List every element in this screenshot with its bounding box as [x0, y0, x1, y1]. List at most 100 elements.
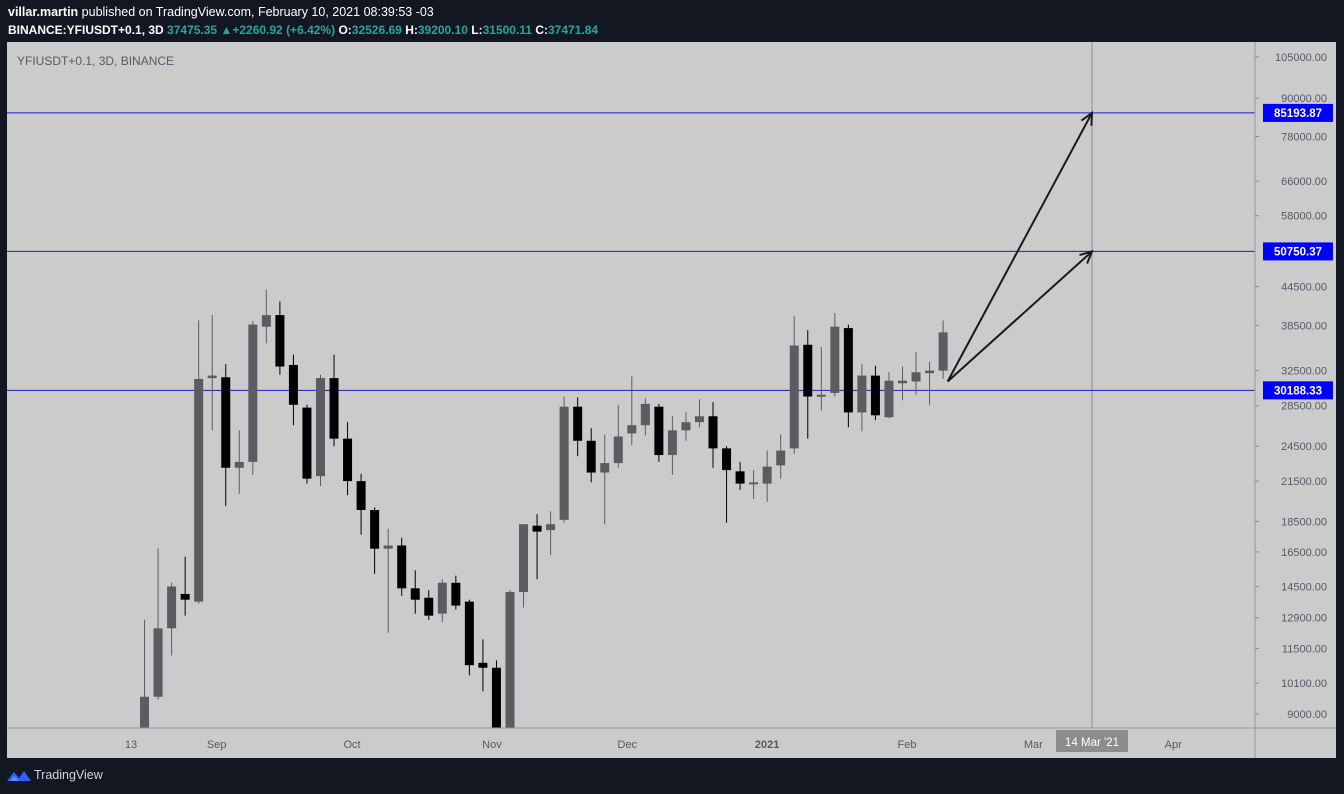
candle	[248, 321, 258, 475]
low-value: 31500.11	[482, 23, 532, 37]
candle	[153, 548, 163, 700]
price-label-text: 50750.37	[1274, 246, 1322, 258]
y-tick-label: 66000.00	[1281, 176, 1327, 188]
candle	[830, 313, 840, 397]
candle	[329, 354, 339, 447]
candle-body	[302, 407, 312, 479]
candle	[627, 376, 637, 446]
open-value: 32526.69	[351, 23, 402, 37]
candle-body	[654, 406, 664, 456]
candle	[532, 514, 542, 580]
price-label-badge	[1263, 381, 1333, 400]
candle-body	[519, 524, 529, 593]
candle	[789, 316, 799, 454]
candle	[857, 364, 867, 432]
chart-area[interactable]: 105000.00 90000.00 78000.00 66000.00 58000.0…	[7, 42, 1336, 758]
candle-body	[708, 416, 718, 449]
x-tick-label: 13	[125, 739, 137, 751]
time-marker-badge	[1056, 730, 1128, 752]
high-key: H:	[405, 23, 418, 37]
candle-body	[735, 471, 745, 484]
candle	[843, 324, 853, 428]
candle	[505, 590, 515, 728]
y-tick-label: 105000.00	[1275, 52, 1327, 64]
candle-body	[762, 466, 772, 484]
x-tick-label: Oct	[344, 739, 361, 751]
candle-body	[938, 332, 948, 371]
arrows-layer	[946, 110, 1094, 383]
candle-body	[234, 461, 244, 468]
candle-body	[870, 375, 880, 416]
y-tick-label: 9000.00	[1287, 709, 1327, 721]
candle	[424, 590, 434, 620]
candle	[640, 398, 650, 436]
candle-body	[451, 582, 461, 606]
chart-legend: YFIUSDT+0.1, 3D, BINANCE	[17, 54, 175, 68]
candle	[315, 374, 325, 487]
candle	[167, 582, 177, 656]
candles-layer	[140, 289, 948, 728]
arrow-head	[1080, 110, 1094, 126]
candle	[694, 399, 704, 428]
tradingview-logo-icon[interactable]	[7, 768, 31, 784]
candle	[884, 372, 894, 419]
y-tick-label: 14500.00	[1281, 581, 1327, 593]
price-label-badge	[1263, 103, 1333, 122]
close-key: C:	[535, 23, 548, 37]
y-tick-label: 44500.00	[1281, 282, 1327, 294]
candle	[356, 473, 366, 535]
candle-body	[843, 328, 853, 413]
candle	[275, 301, 285, 375]
candle-body	[681, 422, 691, 431]
candle	[613, 404, 623, 468]
candle-body	[857, 375, 867, 413]
candle-body	[573, 406, 583, 441]
candle-body	[261, 315, 271, 327]
candle-body	[600, 463, 610, 473]
candle	[234, 430, 244, 494]
arrow-shaft	[946, 250, 1093, 383]
arrow-head	[1079, 249, 1094, 264]
candle	[667, 416, 677, 475]
x-tick-label: Dec	[618, 739, 638, 751]
candle	[207, 315, 217, 431]
y-tick-label: 16500.00	[1281, 547, 1327, 559]
candle	[546, 511, 556, 556]
candle	[288, 354, 298, 426]
candle	[478, 639, 488, 692]
y-tick-label: 78000.00	[1281, 131, 1327, 143]
candle	[410, 570, 420, 614]
candle	[519, 524, 529, 608]
candle	[898, 366, 908, 401]
candle	[749, 470, 759, 500]
candle-body	[586, 440, 596, 473]
candle-body	[180, 593, 190, 600]
candle	[870, 365, 880, 421]
y-tick-label: 21500.00	[1281, 476, 1327, 488]
author-name[interactable]: villar.martin	[8, 5, 79, 19]
candle	[925, 361, 935, 405]
y-tick-label: 58000.00	[1281, 211, 1327, 223]
chart-header: villar.martin published on TradingView.c…	[0, 0, 1344, 42]
candle	[654, 403, 664, 462]
candle	[735, 461, 745, 490]
low-key: L:	[471, 23, 483, 37]
candlestick-chart[interactable]: 105000.00 90000.00 78000.00 66000.00 58000.0…	[7, 42, 1336, 758]
candle-body	[559, 406, 569, 520]
candle-body	[140, 696, 150, 728]
tradingview-brand[interactable]: TradingView	[34, 768, 103, 782]
candle	[600, 434, 610, 525]
close-value: 37471.84	[548, 23, 599, 37]
candle	[762, 450, 772, 502]
candle	[573, 397, 583, 457]
candle	[397, 537, 407, 596]
candle-body	[383, 545, 393, 549]
candle-body	[370, 509, 380, 549]
candle	[559, 396, 569, 523]
price-label-text: 30188.33	[1274, 385, 1322, 397]
candle-body	[464, 601, 474, 666]
candle-body	[613, 436, 623, 464]
candle-body	[437, 582, 447, 614]
y-tick-label: 24500.00	[1281, 441, 1327, 453]
candle	[221, 364, 231, 506]
